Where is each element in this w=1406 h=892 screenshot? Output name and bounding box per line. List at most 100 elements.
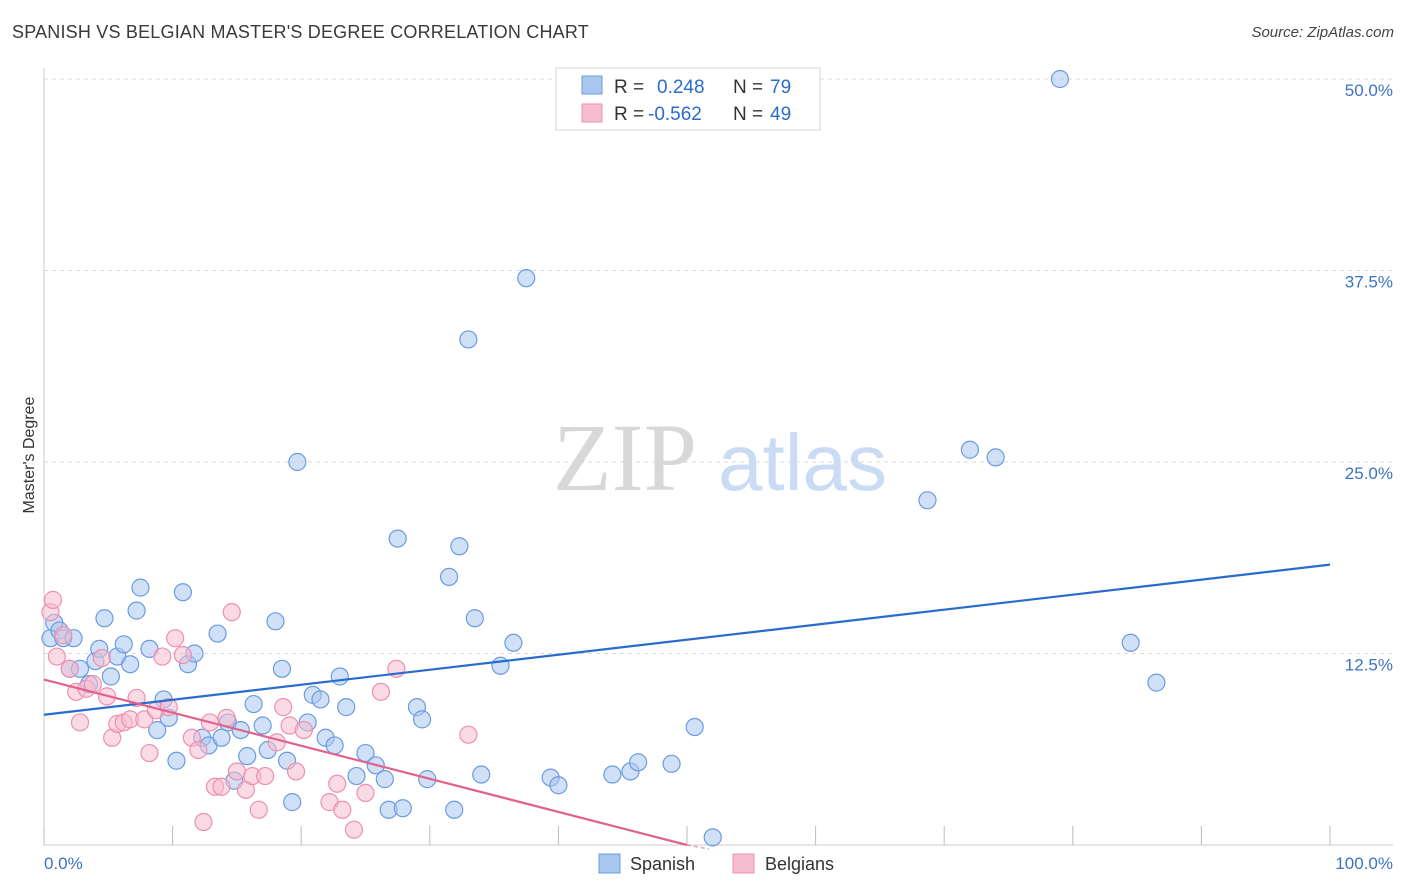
spanish-point: [472, 765, 491, 784]
belgian-point: [333, 800, 352, 819]
spanish-point: [504, 633, 523, 652]
belgian-point: [70, 713, 90, 732]
bottom-legend-swatch-spanish: [598, 853, 621, 874]
spanish-point: [549, 776, 568, 795]
legend-swatch-belgian: [581, 103, 603, 123]
spanish-point: [114, 635, 133, 654]
belgian-point: [227, 762, 246, 781]
belgian-point: [274, 698, 293, 717]
spanish-point: [101, 667, 120, 686]
spanish-point: [212, 728, 231, 747]
spanish-point: [337, 698, 356, 717]
watermark-zip: ZIP: [553, 404, 697, 511]
belgian-point: [459, 725, 478, 744]
spanish-point: [238, 747, 257, 766]
x-tick-label-min: 0.0%: [44, 854, 83, 873]
spanish-point: [465, 609, 484, 628]
spanish-point: [685, 717, 704, 737]
bottom-legend-label-belgian: Belgians: [765, 854, 834, 874]
spanish-point: [445, 800, 464, 819]
spanish-point: [1121, 633, 1140, 652]
y-tick-label: 37.5%: [1345, 273, 1393, 292]
spanish-point: [167, 751, 186, 770]
x-ticks: [43, 826, 1331, 845]
belgian-point: [92, 648, 111, 668]
chart-source: Source: ZipAtlas.com: [1251, 24, 1394, 41]
spanish-point: [148, 720, 167, 740]
spanish-point: [173, 583, 192, 602]
belgian-trend-line: [43, 678, 688, 847]
belgian-point: [173, 645, 192, 665]
belgian-point: [166, 629, 185, 648]
belgian-point: [256, 766, 275, 786]
spanish-point: [208, 624, 227, 643]
spanish-point: [393, 799, 412, 818]
y-tick-label: 50.0%: [1345, 81, 1393, 100]
belgian-point: [222, 603, 241, 622]
belgian-point: [286, 762, 306, 781]
spanish-point: [244, 694, 263, 714]
legend-n-label-spanish: N =: [733, 77, 763, 98]
spanish-point: [1050, 69, 1070, 89]
axes: [43, 68, 1393, 846]
belgian-point: [328, 774, 347, 793]
belgian-point: [194, 812, 213, 832]
belgian-point: [249, 800, 268, 819]
spanish-point: [272, 659, 292, 678]
legend-n-label-belgian: N =: [733, 104, 763, 125]
belgian-point: [217, 708, 236, 727]
trend-lines: [43, 563, 1331, 850]
y-axis-label: Master's Degree: [21, 396, 38, 513]
legend-n-value-belgian: 49: [770, 104, 791, 125]
spanish-point: [918, 491, 937, 510]
spanish-point: [266, 612, 285, 631]
watermark-atlas: atlas: [718, 418, 887, 507]
legend-r-label-spanish: R =: [614, 77, 644, 98]
y-tick-label: 25.0%: [1345, 464, 1393, 483]
belgian-point: [54, 626, 73, 645]
spanish-point: [439, 567, 459, 587]
spanish-point: [325, 736, 344, 755]
spanish-point: [960, 440, 980, 459]
belgian-trend-extension: [686, 844, 710, 850]
belgian-point: [43, 590, 63, 609]
bottom-legend-swatch-belgian: [732, 853, 755, 874]
belgian-point: [356, 783, 375, 803]
spanish-point: [412, 710, 432, 729]
spanish-point: [603, 765, 622, 784]
y-tick-labels: 12.5% 25.0% 37.5% 50.0%: [1345, 81, 1393, 675]
legend-r-value-spanish: 0.248: [657, 77, 705, 98]
belgian-point: [212, 777, 231, 796]
belgian-point: [153, 647, 172, 666]
belgian-point: [267, 733, 286, 752]
spanish-point: [703, 828, 722, 847]
spanish-point: [95, 609, 114, 628]
spanish-point: [253, 716, 272, 735]
legend-swatch-spanish: [581, 75, 603, 95]
belgian-point: [344, 820, 364, 839]
bottom-legend: Spanish Belgians: [598, 853, 834, 874]
top-legend: R = 0.248 N = 79 R = -0.562 N = 49: [555, 67, 821, 131]
bottom-legend-label-spanish: Spanish: [630, 854, 695, 874]
spanish-point: [1147, 673, 1166, 692]
legend-r-label-belgian: R =: [614, 104, 644, 125]
gridlines: [44, 78, 1393, 654]
belgian-point: [60, 659, 79, 678]
spanish-point: [283, 793, 302, 812]
spanish-point: [288, 452, 307, 472]
spanish-point: [629, 753, 648, 772]
spanish-point: [375, 770, 394, 789]
belgian-points: [41, 590, 478, 839]
belgian-point: [47, 647, 66, 666]
belgian-point: [294, 720, 313, 740]
belgian-point: [189, 740, 208, 760]
spanish-point: [450, 537, 469, 556]
spanish-point: [311, 690, 330, 709]
spanish-point: [517, 269, 536, 288]
legend-n-value-spanish: 79: [770, 77, 791, 98]
spanish-point: [388, 529, 407, 548]
spanish-trend-line: [43, 563, 1331, 716]
spanish-point: [347, 766, 366, 786]
chart-title: SPANISH VS BELGIAN MASTER'S DEGREE CORRE…: [12, 22, 589, 42]
